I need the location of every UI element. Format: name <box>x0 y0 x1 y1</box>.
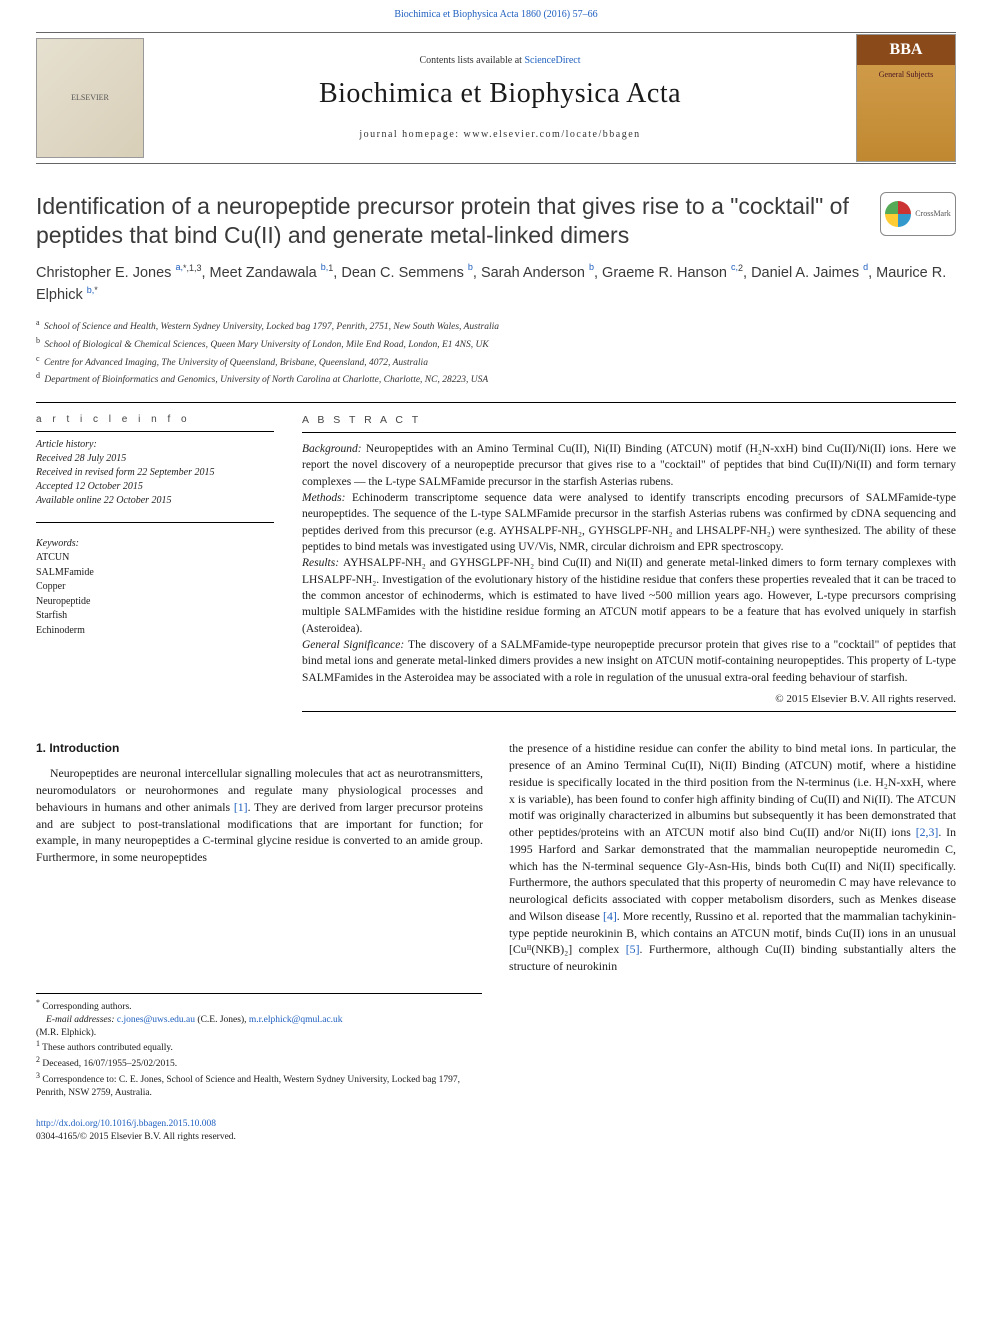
elsevier-logo-text: ELSEVIER <box>71 92 109 103</box>
journal-name: Biochimica et Biophysica Acta <box>156 74 844 113</box>
history-online: Available online 22 October 2015 <box>36 494 274 508</box>
crossmark-icon <box>885 201 911 227</box>
history-revised: Received in revised form 22 September 20… <box>36 466 274 480</box>
cover-subtitle: General Subjects <box>879 69 933 80</box>
footer-issn: 0304-4165/© 2015 Elsevier B.V. All right… <box>36 1131 956 1144</box>
email-link-1[interactable]: c.jones@uws.edu.au <box>117 1015 195 1025</box>
affiliations: a School of Science and Health, Western … <box>36 317 956 389</box>
history-accepted: Accepted 12 October 2015 <box>36 480 274 494</box>
info-rule <box>36 431 274 432</box>
footnotes: * Corresponding authors. E-mail addresse… <box>36 993 482 1100</box>
footnote-corresponding: Corresponding authors. <box>42 1002 131 1012</box>
history-label: Article history: <box>36 438 274 452</box>
intro-para-right: the presence of a histidine residue can … <box>509 740 956 975</box>
contents-line: Contents lists available at ScienceDirec… <box>156 54 844 68</box>
affiliation-c: Centre for Advanced Imaging, The Univers… <box>44 358 428 368</box>
affiliation-d: Department of Bioinformatics and Genomic… <box>44 376 488 386</box>
cover-title: BBA <box>857 35 955 65</box>
elsevier-logo: ELSEVIER <box>36 38 144 158</box>
masthead: ELSEVIER Contents lists available at Sci… <box>36 32 956 164</box>
section-heading-intro: 1. Introduction <box>36 740 483 757</box>
keywords-rule <box>36 522 274 523</box>
article-header: Identification of a neuropeptide precurs… <box>36 192 956 388</box>
article-info-head: a r t i c l e i n f o <box>36 413 274 427</box>
abstract-background: Neuropeptides with an Amino Terminal Cu(… <box>302 443 956 488</box>
article-history: Article history: Received 28 July 2015 R… <box>36 438 274 508</box>
email2-aff: (M.R. Elphick). <box>36 1027 482 1040</box>
abstract-col: A B S T R A C T Background: Neuropeptide… <box>302 403 956 718</box>
homepage-url: www.elsevier.com/locate/bbagen <box>464 129 641 140</box>
email1-aff: (C.E. Jones), <box>195 1015 249 1025</box>
abstract-rule <box>302 432 956 433</box>
intro-para-left: Neuropeptides are neuronal intercellular… <box>36 765 483 866</box>
top-citation-link[interactable]: Biochimica et Biophysica Acta 1860 (2016… <box>394 9 597 20</box>
affiliation-a: School of Science and Health, Western Sy… <box>44 322 499 332</box>
emails-label: E-mail addresses: <box>46 1015 117 1025</box>
contents-prefix: Contents lists available at <box>419 55 524 66</box>
abstract-methods: Echinoderm transcriptome sequence data w… <box>302 492 956 553</box>
abstract-results: AYHSALPF-NH₂ and GYHSGLPF-NH₂ bind Cu(II… <box>302 557 956 634</box>
body-col-left: 1. Introduction Neuropeptides are neuron… <box>36 740 483 975</box>
email-link-2[interactable]: m.r.elphick@qmul.ac.uk <box>249 1015 343 1025</box>
info-abstract-row: a r t i c l e i n f o Article history: R… <box>36 403 956 718</box>
footer: http://dx.doi.org/10.1016/j.bbagen.2015.… <box>36 1118 956 1144</box>
journal-cover: BBA General Subjects <box>856 34 956 162</box>
keywords-label: Keywords: <box>36 537 274 551</box>
affiliation-b: School of Biological & Chemical Sciences… <box>44 340 488 350</box>
article-title: Identification of a neuropeptide precurs… <box>36 192 868 250</box>
history-received: Received 28 July 2015 <box>36 452 274 466</box>
body-columns: 1. Introduction Neuropeptides are neuron… <box>36 740 956 975</box>
homepage-prefix: journal homepage: <box>359 129 463 140</box>
sciencedirect-link[interactable]: ScienceDirect <box>524 55 580 66</box>
crossmark-label: CrossMark <box>915 208 951 219</box>
footnote-2: Deceased, 16/07/1955–25/02/2015. <box>42 1060 177 1070</box>
keywords-list: ATCUNSALMFamideCopperNeuropeptideStarfis… <box>36 551 274 638</box>
copyright: © 2015 Elsevier B.V. All rights reserved… <box>302 692 956 707</box>
crossmark-badge[interactable]: CrossMark <box>880 192 956 236</box>
footnote-3: Correspondence to: C. E. Jones, School o… <box>36 1076 460 1099</box>
journal-homepage: journal homepage: www.elsevier.com/locat… <box>156 128 844 142</box>
footnote-1: These authors contributed equally. <box>42 1044 173 1054</box>
abstract: Background: Neuropeptides with an Amino … <box>302 441 956 686</box>
body-col-right: the presence of a histidine residue can … <box>509 740 956 975</box>
article-info: a r t i c l e i n f o Article history: R… <box>36 403 274 718</box>
doi-link[interactable]: http://dx.doi.org/10.1016/j.bbagen.2015.… <box>36 1119 216 1129</box>
authors: Christopher E. Jones a,*,1,3, Meet Zanda… <box>36 262 956 307</box>
abstract-head: A B S T R A C T <box>302 413 956 428</box>
abstract-bottom-rule <box>302 711 956 712</box>
top-citation: Biochimica et Biophysica Acta 1860 (2016… <box>0 0 992 26</box>
masthead-center: Contents lists available at ScienceDirec… <box>144 54 856 141</box>
